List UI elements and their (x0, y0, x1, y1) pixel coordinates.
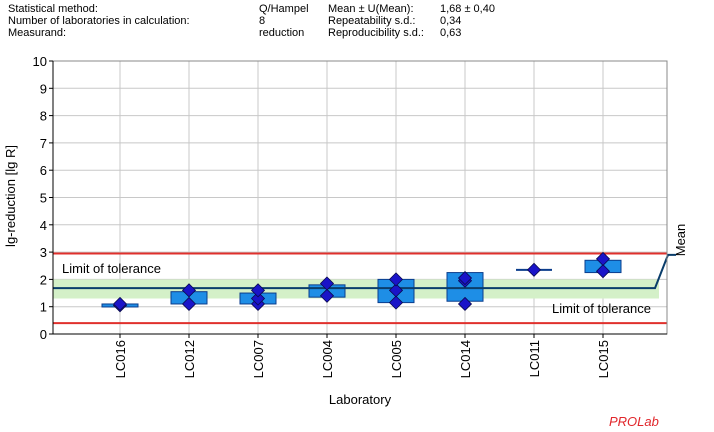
method-values: Q/Hampel 8 reduction (259, 3, 309, 39)
lab-result-point (388, 272, 404, 287)
lab-result-point (112, 296, 128, 312)
tolerance-label-upper: Limit of tolerance (62, 261, 161, 276)
statistical-method-value: Q/Hampel (259, 3, 309, 15)
y-tick-label: 8 (40, 109, 47, 124)
x-tick-label: LC016 (113, 340, 128, 378)
lab-result-point (388, 295, 404, 310)
x-tick-label: LC015 (596, 340, 611, 378)
point-layer (112, 251, 611, 313)
x-tick-label: LC011 (527, 340, 542, 377)
lab-result-point (319, 276, 335, 291)
axes (49, 60, 668, 338)
repeatability-label: Repeatability s.d.: (328, 15, 416, 27)
y-tick-label: 0 (40, 327, 47, 342)
x-axis-title: Laboratory (329, 392, 392, 407)
y-tick-label: 1 (40, 300, 47, 315)
lab-result-point (250, 283, 266, 298)
x-tick-label: LC014 (458, 340, 473, 378)
mean-label: Mean (673, 224, 688, 257)
lab-count-label: Number of laboratories in calculation: (8, 15, 190, 27)
statistical-method-label: Statistical method: (8, 3, 98, 15)
lab-result-point (319, 288, 335, 303)
tolerance-label-lower: Limit of tolerance (552, 301, 651, 316)
x-tick-label: LC004 (320, 340, 335, 378)
lab-result-point (595, 251, 611, 266)
lab-result-point (181, 296, 197, 312)
lab-count-value: 8 (259, 15, 266, 27)
method-labels: Statistical method: Number of laboratori… (8, 3, 190, 39)
lab-result-point (526, 262, 542, 277)
mean-u-label: Mean ± U(Mean): (328, 3, 414, 15)
lab-result-point (388, 283, 404, 298)
y-tick-label: 4 (40, 218, 47, 233)
axis-labels: 0 1 2 3 4 5 6 7 8 9 10 LC016 LC012 LC007 LC004 LC005 LC0… (33, 54, 611, 378)
reproducibility-label: Reproducibility s.d.: (328, 27, 424, 39)
reference-lines (53, 252, 676, 325)
lab-result-point (595, 264, 611, 279)
mean-line (53, 253, 676, 290)
y-tick-label: 2 (40, 272, 47, 287)
y-tick-label: 7 (40, 136, 47, 151)
statistic-labels: Mean ± U(Mean): Repeatability s.d.: Repr… (328, 3, 424, 39)
x-tick-label: LC007 (251, 340, 266, 378)
lab-result-point (457, 296, 473, 312)
y-tick-label: 3 (40, 245, 47, 260)
statistic-values: 1,68 ± 0,40 0,34 0,63 (440, 3, 495, 39)
mean-u-value: 1,68 ± 0,40 (440, 3, 495, 15)
measurand-value: reduction (259, 27, 305, 39)
repeatability-value: 0,34 (440, 15, 462, 27)
y-tick-label: 10 (33, 54, 47, 69)
reproducibility-value: 0,63 (440, 27, 462, 39)
prolab-brand: PROLab (609, 414, 659, 429)
x-tick-label: LC012 (182, 340, 197, 378)
y-tick-label: 6 (40, 163, 47, 178)
lab-result-point (181, 283, 197, 298)
y-tick-label: 5 (40, 191, 47, 206)
lab-result-point (457, 270, 473, 286)
y-tick-label: 9 (40, 81, 47, 96)
measurand-label: Measurand: (8, 27, 67, 39)
x-tick-label: LC005 (389, 340, 404, 378)
y-axis-title: lg-reduction [lg R] (3, 145, 18, 247)
lab-result-point (250, 291, 266, 306)
